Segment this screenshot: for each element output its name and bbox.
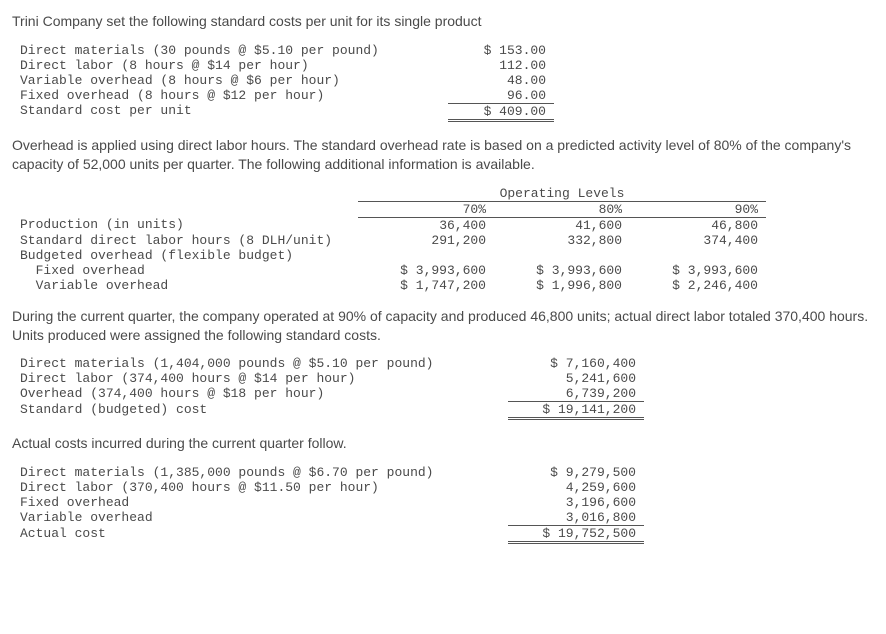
row-label: Direct labor (370,400 hours @ $11.50 per… [12,480,508,495]
total-label: Standard (budgeted) cost [12,402,508,419]
row-label: Variable overhead (8 hours @ $6 per hour… [12,73,448,88]
row-label: Overhead (374,400 hours @ $18 per hour) [12,386,508,402]
row-value: 3,196,600 [508,495,644,510]
assigned-costs-block: Direct materials (1,404,000 pounds @ $5.… [12,356,874,420]
standard-costs-block: Direct materials (30 pounds @ $5.10 per … [12,43,874,122]
col-header: 70% [358,201,494,217]
row-value: $ 153.00 [448,43,554,58]
cell [358,248,494,263]
col-header: 90% [630,201,766,217]
quarter-paragraph: During the current quarter, the company … [12,307,874,345]
row-value: $ 9,279,500 [508,465,644,480]
cell: 36,400 [358,217,494,233]
cell: 332,800 [494,233,630,248]
operating-levels-block: Operating Levels 70% 80% 90% Production … [12,186,874,293]
row-label: Fixed overhead [12,495,508,510]
row-label: Variable overhead [12,510,508,526]
row-label: Standard direct labor hours (8 DLH/unit) [12,233,358,248]
row-label: Direct labor (374,400 hours @ $14 per ho… [12,371,508,386]
cell [630,248,766,263]
row-label: Direct materials (30 pounds @ $5.10 per … [12,43,448,58]
cell: $ 3,993,600 [494,263,630,278]
row-label: Direct materials (1,404,000 pounds @ $5.… [12,356,508,371]
standard-costs-table: Direct materials (30 pounds @ $5.10 per … [12,43,554,122]
row-value: 112.00 [448,58,554,73]
row-value: 48.00 [448,73,554,88]
total-value: $ 19,752,500 [508,526,644,543]
actual-costs-block: Direct materials (1,385,000 pounds @ $6.… [12,465,874,544]
row-label: Fixed overhead [12,263,358,278]
operating-levels-header: Operating Levels [358,186,766,202]
col-header: 80% [494,201,630,217]
assigned-costs-table: Direct materials (1,404,000 pounds @ $5.… [12,356,644,420]
row-label: Direct labor (8 hours @ $14 per hour) [12,58,448,73]
row-value: 6,739,200 [508,386,644,402]
row-value: 4,259,600 [508,480,644,495]
cell: 291,200 [358,233,494,248]
actual-intro-paragraph: Actual costs incurred during the current… [12,434,874,453]
cell: $ 1,747,200 [358,278,494,293]
operating-levels-table: Operating Levels 70% 80% 90% Production … [12,186,766,293]
row-value: 3,016,800 [508,510,644,526]
row-label: Direct materials (1,385,000 pounds @ $6.… [12,465,508,480]
cell: 41,600 [494,217,630,233]
row-label: Production (in units) [12,217,358,233]
cell: $ 3,993,600 [630,263,766,278]
cell [494,248,630,263]
cell: $ 1,996,800 [494,278,630,293]
total-value: $ 409.00 [448,103,554,120]
total-value: $ 19,141,200 [508,402,644,419]
row-value: 96.00 [448,88,554,104]
overhead-paragraph: Overhead is applied using direct labor h… [12,136,874,174]
cell: 374,400 [630,233,766,248]
row-label: Budgeted overhead (flexible budget) [12,248,358,263]
row-value: 5,241,600 [508,371,644,386]
row-label: Variable overhead [12,278,358,293]
total-label: Standard cost per unit [12,103,448,120]
cell: $ 2,246,400 [630,278,766,293]
cell: 46,800 [630,217,766,233]
total-label: Actual cost [12,526,508,543]
row-value: $ 7,160,400 [508,356,644,371]
row-label: Fixed overhead (8 hours @ $12 per hour) [12,88,448,104]
intro-paragraph: Trini Company set the following standard… [12,12,874,31]
actual-costs-table: Direct materials (1,385,000 pounds @ $6.… [12,465,644,544]
cell: $ 3,993,600 [358,263,494,278]
